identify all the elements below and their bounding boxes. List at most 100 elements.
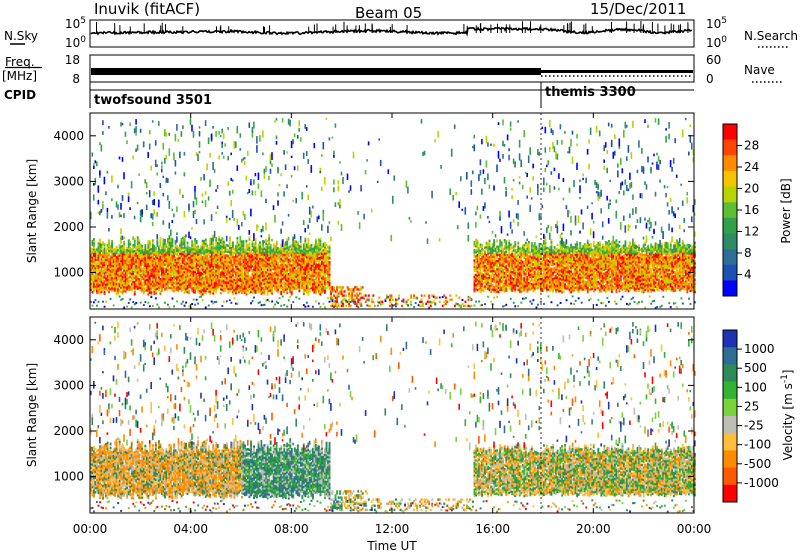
heatmap-cell <box>102 300 104 303</box>
heatmap-cell <box>286 265 289 268</box>
heatmap-cell <box>238 247 240 251</box>
heatmap-cell <box>99 273 101 276</box>
heatmap-cell <box>135 148 137 152</box>
heatmap-cell <box>296 272 299 275</box>
heatmap-cell <box>210 262 213 266</box>
heatmap-cell <box>312 268 314 271</box>
heatmap-cell <box>118 285 121 288</box>
heatmap-cell <box>254 275 257 278</box>
heatmap-cell <box>354 294 357 297</box>
heatmap-cell <box>145 204 148 211</box>
heatmap-cell <box>198 269 201 272</box>
heatmap-cell <box>487 248 489 251</box>
heatmap-cell <box>487 277 489 280</box>
heatmap-cell <box>479 272 482 275</box>
heatmap-cell <box>218 275 221 278</box>
heatmap-cell <box>147 283 150 286</box>
heatmap-cell <box>102 263 104 267</box>
heatmap-cell <box>167 270 169 274</box>
heatmap-cell <box>180 279 183 282</box>
heatmap-cell <box>265 267 268 270</box>
heatmap-cell <box>262 258 264 261</box>
heatmap-cell <box>90 211 92 220</box>
heatmap-cell <box>296 282 299 285</box>
heatmap-cell <box>485 135 488 144</box>
heatmap-cell <box>396 298 399 301</box>
heatmap-cell <box>168 255 171 259</box>
heatmap-cell <box>283 255 286 259</box>
heatmap-cell <box>188 289 191 293</box>
heatmap-cell <box>321 291 323 294</box>
heatmap-cell <box>148 252 151 255</box>
heatmap-cell <box>115 272 118 275</box>
heatmap-cell <box>191 303 194 305</box>
heatmap-cell <box>135 277 138 280</box>
heatmap-cell <box>203 280 206 284</box>
heatmap-cell <box>307 274 310 278</box>
heatmap-cell <box>165 270 168 273</box>
heatmap-cell <box>307 194 309 201</box>
heatmap-cell <box>174 256 177 259</box>
heatmap-cell <box>130 289 133 292</box>
heatmap-cell <box>287 260 290 264</box>
heatmap-cell <box>192 272 195 275</box>
heatmap-cell <box>136 260 139 264</box>
heatmap-cell <box>133 128 136 134</box>
heatmap-cell <box>315 267 317 270</box>
heatmap-cell <box>209 255 212 258</box>
heatmap-cell <box>331 302 334 305</box>
heatmap-cell <box>185 263 187 266</box>
heatmap-cell <box>410 294 412 297</box>
heatmap-cell <box>173 255 175 258</box>
heatmap-cell <box>305 251 308 255</box>
heatmap-cell <box>210 260 213 263</box>
heatmap-cell <box>147 246 150 249</box>
heatmap-cell <box>304 289 307 292</box>
heatmap-cell <box>497 286 500 289</box>
heatmap-cell <box>307 256 310 259</box>
heatmap-cell <box>307 237 310 241</box>
heatmap-cell <box>132 262 135 265</box>
heatmap-cell <box>490 278 493 281</box>
heatmap-cell <box>296 284 299 287</box>
heatmap-cell <box>302 280 305 283</box>
heatmap-cell <box>308 253 311 256</box>
heatmap-cell <box>476 262 479 265</box>
heatmap-cell <box>241 271 243 274</box>
heatmap-cell <box>481 284 483 288</box>
heatmap-cell <box>180 254 183 257</box>
heatmap-cell <box>164 259 166 262</box>
heatmap-cell <box>257 243 260 247</box>
heatmap-cell <box>99 240 101 244</box>
heatmap-cell <box>182 259 184 262</box>
heatmap-cell <box>499 210 501 217</box>
heatmap-cell <box>204 306 207 309</box>
heatmap-cell <box>209 249 212 252</box>
heatmap-cell <box>162 240 165 243</box>
heatmap-cell <box>253 245 255 249</box>
heatmap-cell <box>253 264 255 267</box>
heatmap-cell <box>316 243 319 246</box>
heatmap-cell <box>192 286 195 290</box>
heatmap-cell <box>293 248 296 251</box>
heatmap-cell <box>241 289 243 293</box>
heatmap-cell <box>487 285 489 288</box>
heatmap-cell <box>269 280 272 284</box>
heatmap-cell <box>224 279 227 282</box>
heatmap-cell <box>251 248 254 251</box>
heatmap-cell <box>97 254 100 257</box>
heatmap-cell <box>174 258 177 261</box>
heatmap-cell <box>312 205 314 209</box>
heatmap-cell <box>90 247 92 250</box>
noise-tick-top: 105 <box>65 16 86 31</box>
heatmap-cell <box>111 248 113 251</box>
heatmap-cell <box>464 300 467 303</box>
heatmap-cell <box>115 286 118 290</box>
heatmap-cell <box>278 282 281 286</box>
heatmap-cell <box>324 250 326 253</box>
cpid-label: CPID <box>4 88 36 102</box>
heatmap-cell <box>319 291 322 294</box>
heatmap-cell <box>348 298 351 301</box>
heatmap-cell <box>304 280 307 284</box>
heatmap-cell <box>281 275 284 279</box>
